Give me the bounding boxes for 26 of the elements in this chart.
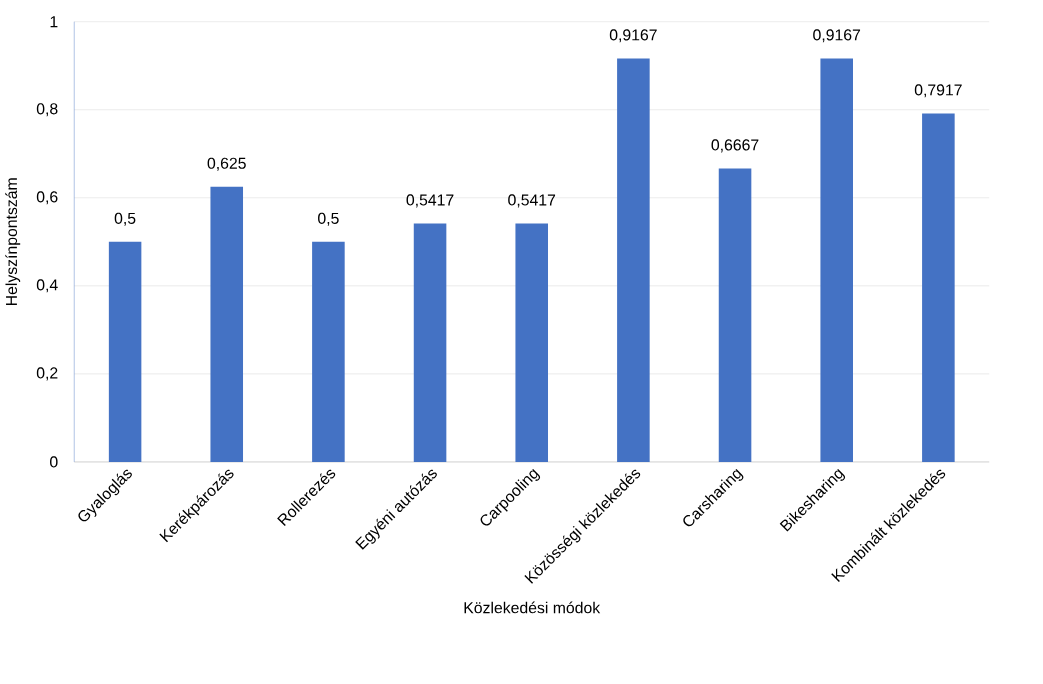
bar — [617, 58, 650, 462]
y-tick-label: 1 — [50, 16, 58, 28]
bar — [922, 113, 955, 462]
y-tick-label: 0,6 — [36, 191, 58, 205]
y-tick-label: 0 — [50, 456, 58, 468]
bar — [820, 58, 853, 462]
bar — [210, 186, 244, 462]
y-tick-label: 0,2 — [36, 367, 58, 381]
y-tick-label: 0,4 — [36, 279, 58, 293]
x-axis-title: Közlekedési módok — [464, 601, 601, 614]
data-label: 0,9167 — [609, 29, 657, 43]
bar — [312, 241, 345, 462]
data-label: 0,7917 — [914, 84, 962, 98]
y-tick-label: 0,8 — [36, 103, 58, 117]
data-label: 0,5 — [318, 212, 339, 226]
bar — [108, 241, 142, 462]
data-label: 0,9167 — [813, 29, 861, 43]
data-label: 0,5417 — [508, 194, 556, 208]
data-label: 0,6667 — [711, 139, 759, 153]
data-label: 0,5 — [114, 212, 136, 226]
data-label: 0,5417 — [406, 194, 454, 208]
bar — [515, 223, 549, 462]
data-label: 0,625 — [207, 157, 246, 171]
bar — [413, 223, 447, 462]
bar — [718, 168, 752, 462]
y-axis-title: Helyszínpontszám — [5, 178, 21, 306]
